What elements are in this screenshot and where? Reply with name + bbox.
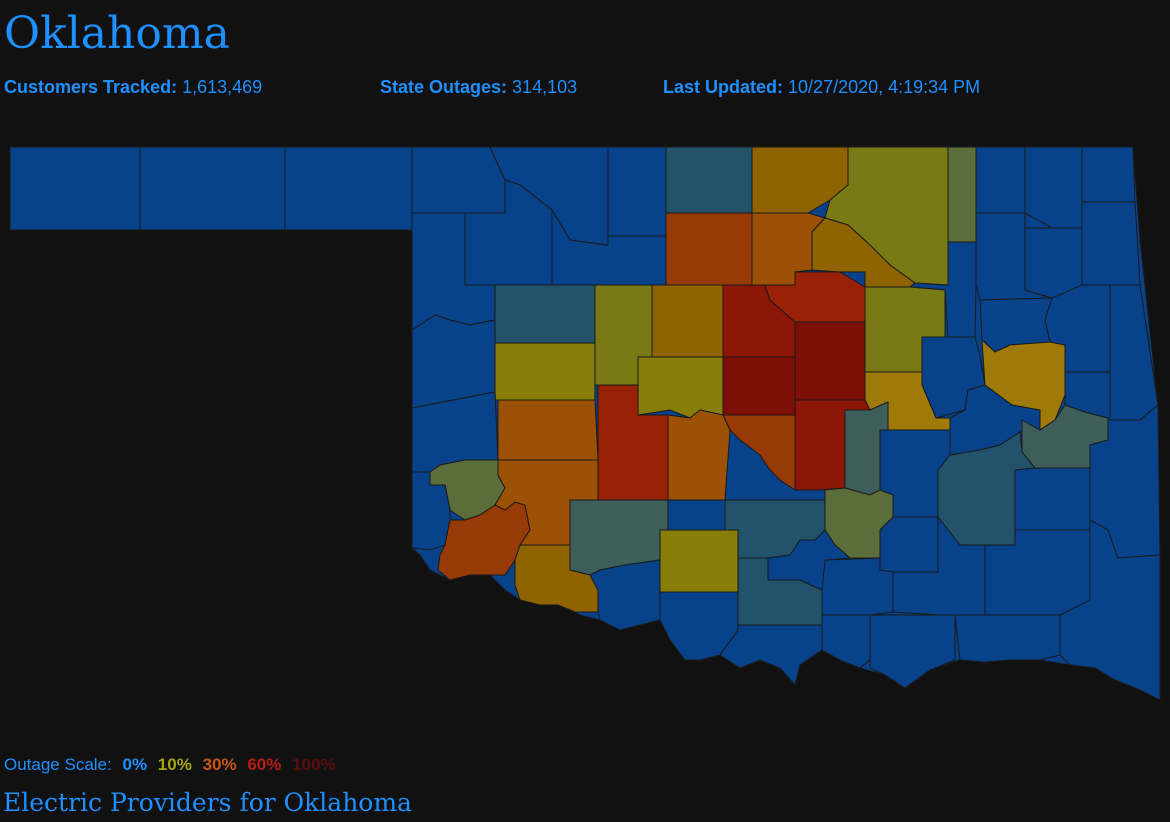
state-outages-label: State Outages: (380, 77, 508, 97)
county[interactable] (947, 146, 977, 243)
state-outages-stat: State Outages: 314,103 (380, 77, 577, 98)
county[interactable] (954, 614, 1061, 663)
county[interactable] (719, 624, 823, 687)
county[interactable] (1014, 467, 1091, 531)
customers-tracked-stat: Customers Tracked: 1,613,469 (4, 77, 262, 98)
county[interactable] (975, 146, 1026, 214)
county-map-svg[interactable] (0, 140, 1170, 710)
county[interactable] (659, 529, 739, 593)
state-title: Oklahoma (4, 8, 230, 59)
county[interactable] (497, 399, 599, 461)
scale-stop-100: 100% (292, 755, 336, 774)
county[interactable] (667, 409, 731, 501)
county[interactable] (665, 146, 753, 214)
county[interactable] (1081, 201, 1141, 286)
county[interactable] (879, 516, 939, 573)
county[interactable] (869, 614, 956, 689)
county[interactable] (607, 146, 667, 237)
scale-stop-0: 0% (122, 755, 148, 774)
last-updated-stat: Last Updated: 10/27/2020, 4:19:34 PM (663, 77, 980, 98)
county[interactable] (411, 146, 506, 214)
county[interactable] (411, 471, 451, 551)
county[interactable] (821, 614, 871, 669)
county[interactable] (9, 146, 141, 231)
last-updated-label: Last Updated: (663, 77, 784, 97)
county[interactable] (722, 356, 796, 416)
scale-stop-60: 60% (247, 755, 282, 774)
scale-stop-30: 30% (202, 755, 237, 774)
county[interactable] (794, 321, 866, 401)
last-updated-value: 10/27/2020, 4:19:34 PM (788, 77, 981, 97)
county[interactable] (494, 284, 596, 344)
customers-tracked-value: 1,613,469 (182, 77, 263, 97)
county[interactable] (767, 529, 852, 591)
state-outages-value: 314,103 (512, 77, 578, 97)
county[interactable] (464, 179, 553, 286)
county[interactable] (1024, 146, 1083, 229)
state-map[interactable] (0, 140, 1170, 710)
county[interactable] (494, 342, 596, 401)
county[interactable] (284, 146, 413, 231)
county[interactable] (651, 284, 724, 358)
county[interactable] (665, 212, 753, 286)
county[interactable] (139, 146, 286, 231)
county[interactable] (514, 544, 599, 613)
county[interactable] (589, 559, 661, 631)
electric-providers-link[interactable]: Electric Providers for Oklahoma (3, 788, 412, 817)
county[interactable] (637, 356, 724, 419)
outage-scale-label: Outage Scale: (4, 755, 112, 774)
scale-stop-10: 10% (157, 755, 192, 774)
county[interactable] (1081, 146, 1136, 203)
customers-tracked-label: Customers Tracked: (4, 77, 178, 97)
outage-scale-legend: Outage Scale: 0% 10% 30% 60% 100% (4, 755, 336, 775)
